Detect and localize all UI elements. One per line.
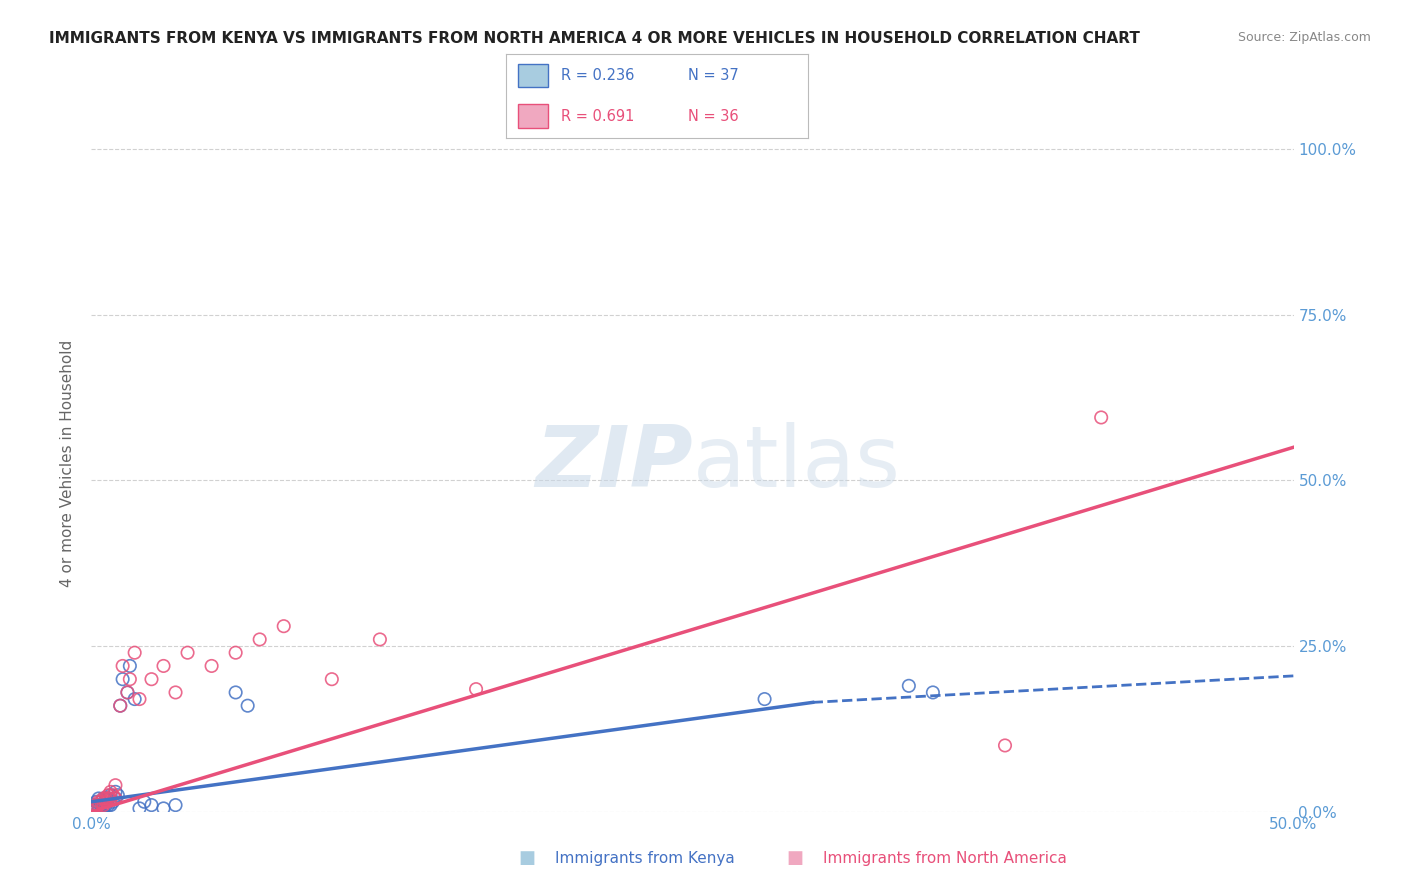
Point	[90, 795, 112, 809]
Point	[84, 801, 107, 815]
Text: N = 36: N = 36	[688, 109, 738, 124]
Point	[97, 798, 120, 813]
Point	[90, 798, 112, 813]
Point	[273, 619, 295, 633]
Point	[994, 739, 1017, 753]
Point	[368, 632, 391, 647]
Point	[97, 791, 120, 805]
Point	[124, 646, 146, 660]
Point	[110, 698, 132, 713]
Point	[754, 692, 776, 706]
Point	[104, 791, 127, 805]
Point	[83, 798, 105, 813]
Point	[84, 795, 107, 809]
Point	[249, 632, 271, 647]
Point	[100, 798, 122, 813]
Text: atlas: atlas	[692, 422, 900, 506]
Point	[94, 791, 117, 805]
Point	[1090, 410, 1112, 425]
Point	[110, 698, 132, 713]
Point	[94, 798, 117, 813]
Text: Immigrants from Kenya: Immigrants from Kenya	[555, 851, 735, 865]
Point	[465, 682, 488, 697]
Text: R = 0.691: R = 0.691	[561, 109, 634, 124]
Point	[93, 798, 115, 813]
Point	[176, 646, 198, 660]
Point	[117, 685, 139, 699]
Text: ■: ■	[786, 849, 803, 867]
Point	[152, 801, 174, 815]
Point	[87, 801, 110, 815]
Point	[236, 698, 259, 713]
Text: ZIP: ZIP	[534, 422, 692, 506]
Point	[225, 685, 247, 699]
Point	[90, 795, 112, 809]
Point	[101, 788, 124, 802]
Point	[117, 685, 139, 699]
Point	[107, 788, 129, 802]
Bar	[519, 104, 548, 128]
Point	[94, 795, 117, 809]
Text: R = 0.236: R = 0.236	[561, 68, 634, 83]
Text: Immigrants from North America: Immigrants from North America	[823, 851, 1066, 865]
Point	[101, 795, 124, 809]
Point	[100, 791, 122, 805]
Point	[84, 801, 107, 815]
Point	[97, 788, 120, 802]
Point	[93, 798, 115, 813]
Point	[87, 798, 110, 813]
Point	[94, 791, 117, 805]
Point	[93, 791, 115, 805]
Point	[128, 801, 150, 815]
Point	[152, 659, 174, 673]
Point	[165, 798, 187, 813]
Point	[83, 801, 105, 815]
Point	[141, 798, 163, 813]
Point	[93, 791, 115, 805]
Point	[118, 659, 141, 673]
Point	[128, 692, 150, 706]
Point	[104, 791, 127, 805]
Point	[104, 785, 127, 799]
Point	[87, 795, 110, 809]
Point	[134, 795, 156, 809]
Bar	[519, 63, 548, 87]
Text: N = 37: N = 37	[688, 68, 738, 83]
Text: IMMIGRANTS FROM KENYA VS IMMIGRANTS FROM NORTH AMERICA 4 OR MORE VEHICLES IN HOU: IMMIGRANTS FROM KENYA VS IMMIGRANTS FROM…	[49, 31, 1140, 46]
Point	[93, 801, 115, 815]
Y-axis label: 4 or more Vehicles in Household: 4 or more Vehicles in Household	[60, 340, 76, 588]
Point	[201, 659, 224, 673]
Point	[118, 672, 141, 686]
Point	[97, 791, 120, 805]
Point	[922, 685, 945, 699]
Point	[165, 685, 187, 699]
Point	[104, 778, 127, 792]
Text: Source: ZipAtlas.com: Source: ZipAtlas.com	[1237, 31, 1371, 45]
Point	[83, 801, 105, 815]
Point	[897, 679, 920, 693]
Point	[141, 672, 163, 686]
Point	[100, 785, 122, 799]
Point	[111, 672, 134, 686]
Point	[124, 692, 146, 706]
Point	[225, 646, 247, 660]
Point	[100, 788, 122, 802]
Text: ■: ■	[519, 849, 536, 867]
Point	[321, 672, 343, 686]
Point	[84, 798, 107, 813]
Point	[111, 659, 134, 673]
Point	[87, 791, 110, 805]
Point	[87, 798, 110, 813]
